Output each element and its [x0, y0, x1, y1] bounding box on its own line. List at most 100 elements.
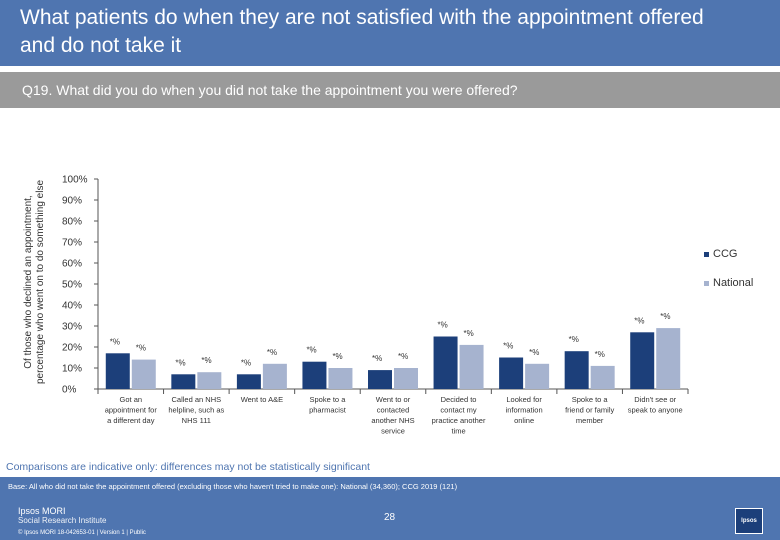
bar-national	[328, 368, 353, 389]
bar-national	[590, 365, 615, 389]
data-label-national: *%	[267, 348, 277, 357]
data-label-national: *%	[332, 352, 342, 361]
category-label: Got an appointment for a different day	[105, 395, 158, 425]
data-label-ccg: *%	[241, 358, 251, 367]
bar-ccg	[105, 353, 130, 389]
data-label-national: *%	[529, 348, 539, 357]
data-label-national: *%	[464, 329, 474, 338]
y-tick-label: 20%	[62, 343, 82, 354]
data-label-national: *%	[595, 350, 605, 359]
bar-national	[459, 344, 484, 389]
category-label-line: friend or family	[565, 406, 614, 415]
ipsos-logo-text: Ipsos	[741, 518, 757, 524]
data-label-ccg: *%	[175, 358, 185, 367]
caveat-text: Comparisons are indicative only: differe…	[6, 461, 370, 473]
bar-national	[656, 328, 681, 389]
data-label-national: *%	[136, 344, 146, 353]
footer-small-print: © Ipsos MORI 18-042653-01 | Version 1 | …	[18, 530, 146, 536]
category-label-line: Called an NHS	[172, 395, 222, 404]
data-label-ccg: *%	[634, 316, 644, 325]
base-bar: Base: All who did not take the appointme…	[0, 477, 780, 499]
question-text: Q19. What did you do when you did not ta…	[22, 82, 518, 98]
category-label-line: Looked for	[506, 395, 542, 404]
legend-label-national: National	[713, 277, 754, 289]
bar-ccg	[302, 361, 327, 389]
legend-item-national: National	[704, 277, 753, 289]
footer-bar: Ipsos MORI Social Research Institute © I…	[0, 499, 780, 540]
bar-ccg	[499, 357, 524, 389]
y-tick-label: 30%	[62, 322, 82, 333]
y-tick-label: 50%	[62, 280, 82, 291]
bar-national	[131, 359, 156, 389]
category-label-line: Got an	[120, 395, 143, 404]
category-label: Spoke to a pharmacist	[309, 395, 347, 415]
page-number: 28	[384, 512, 396, 523]
category-label-line: Spoke to a	[310, 395, 347, 404]
category-label: Called an NHS helpline, such as NHS 111	[168, 395, 224, 425]
category-label-line: Went to A&E	[241, 395, 283, 404]
y-tick-label: 60%	[62, 259, 82, 270]
data-label-national: *%	[398, 352, 408, 361]
logo-line1: Ipsos MORI	[18, 506, 66, 516]
category-label-line: another NHS	[371, 416, 414, 425]
legend-swatch-ccg	[704, 251, 709, 257]
page-title: What patients do when they are not satis…	[20, 6, 704, 57]
category-label-line: helpline, such as	[168, 406, 224, 415]
bar-ccg	[630, 332, 655, 389]
y-tick-label: 0%	[62, 385, 77, 396]
data-label-ccg: *%	[306, 346, 316, 355]
question-bar: Q19. What did you do when you did not ta…	[0, 72, 780, 108]
category-label-line: Spoke to a	[572, 395, 609, 404]
y-tick-label: 90%	[62, 196, 82, 207]
ipsos-logo-icon: Ipsos	[735, 508, 763, 534]
category-label-line: practice another	[432, 416, 486, 425]
category-label-line: contact my	[440, 406, 477, 415]
data-label-national: *%	[660, 312, 670, 321]
bar-ccg	[433, 336, 458, 389]
category-label-line: Decided to	[441, 395, 477, 404]
y-tick-label: 70%	[62, 238, 82, 249]
category-label-line: appointment for	[105, 406, 158, 415]
category-label: Decided to contact my practice another time	[432, 395, 486, 436]
category-label-line: member	[576, 416, 604, 425]
bar-chart: 0% 10% 20% 30% 40% 50% 60% 70% 80% 90% 100% *% *% Got…	[62, 175, 689, 436]
category-label-line: Went to or	[376, 395, 411, 404]
category-label-line: Didn't see or	[634, 395, 676, 404]
category-label: Looked for information online	[506, 395, 543, 425]
legend-item-ccg: CCG	[704, 248, 737, 260]
logo-line2: Social Research Institute	[18, 516, 107, 525]
data-label-ccg: *%	[438, 321, 448, 330]
bar-ccg	[368, 370, 392, 389]
legend-swatch-national	[704, 280, 709, 286]
category-label-line: service	[381, 427, 405, 436]
legend-label-ccg: CCG	[713, 248, 738, 260]
y-tick-label: 80%	[62, 217, 82, 228]
data-label-national: *%	[201, 356, 211, 365]
data-label-ccg: *%	[503, 342, 513, 351]
category-label-line: a different day	[107, 416, 155, 425]
base-text: Base: All who did not take the appointme…	[8, 482, 458, 491]
y-tick-label: 100%	[62, 175, 88, 186]
data-label-ccg: *%	[110, 337, 120, 346]
bar-ccg	[564, 351, 589, 389]
category-label-line: contacted	[377, 406, 410, 415]
bar-national	[525, 363, 550, 389]
bar-national	[394, 368, 418, 389]
ipsos-mori-logo: Ipsos MORI Social Research Institute	[18, 506, 107, 526]
category-label: Went to or contacted another NHS service	[371, 395, 414, 436]
category-label-line: NHS 111	[182, 416, 211, 425]
category-label: Spoke to a friend or family member	[565, 395, 614, 425]
category-label-line: information	[506, 406, 543, 415]
bar-national	[262, 363, 287, 389]
title-bar: What patients do when they are not satis…	[0, 0, 780, 66]
data-label-ccg: *%	[569, 335, 579, 344]
category-label-line: online	[514, 416, 534, 425]
bar-ccg	[236, 374, 261, 389]
category-label-line: speak to anyone	[628, 406, 683, 415]
category-label-line: time	[451, 427, 465, 436]
category-label: Went to A&E	[241, 395, 283, 404]
y-tick-label: 10%	[62, 364, 82, 375]
y-tick-label: 40%	[62, 301, 82, 312]
category-label-line: pharmacist	[309, 406, 347, 415]
bar-ccg	[171, 374, 196, 389]
